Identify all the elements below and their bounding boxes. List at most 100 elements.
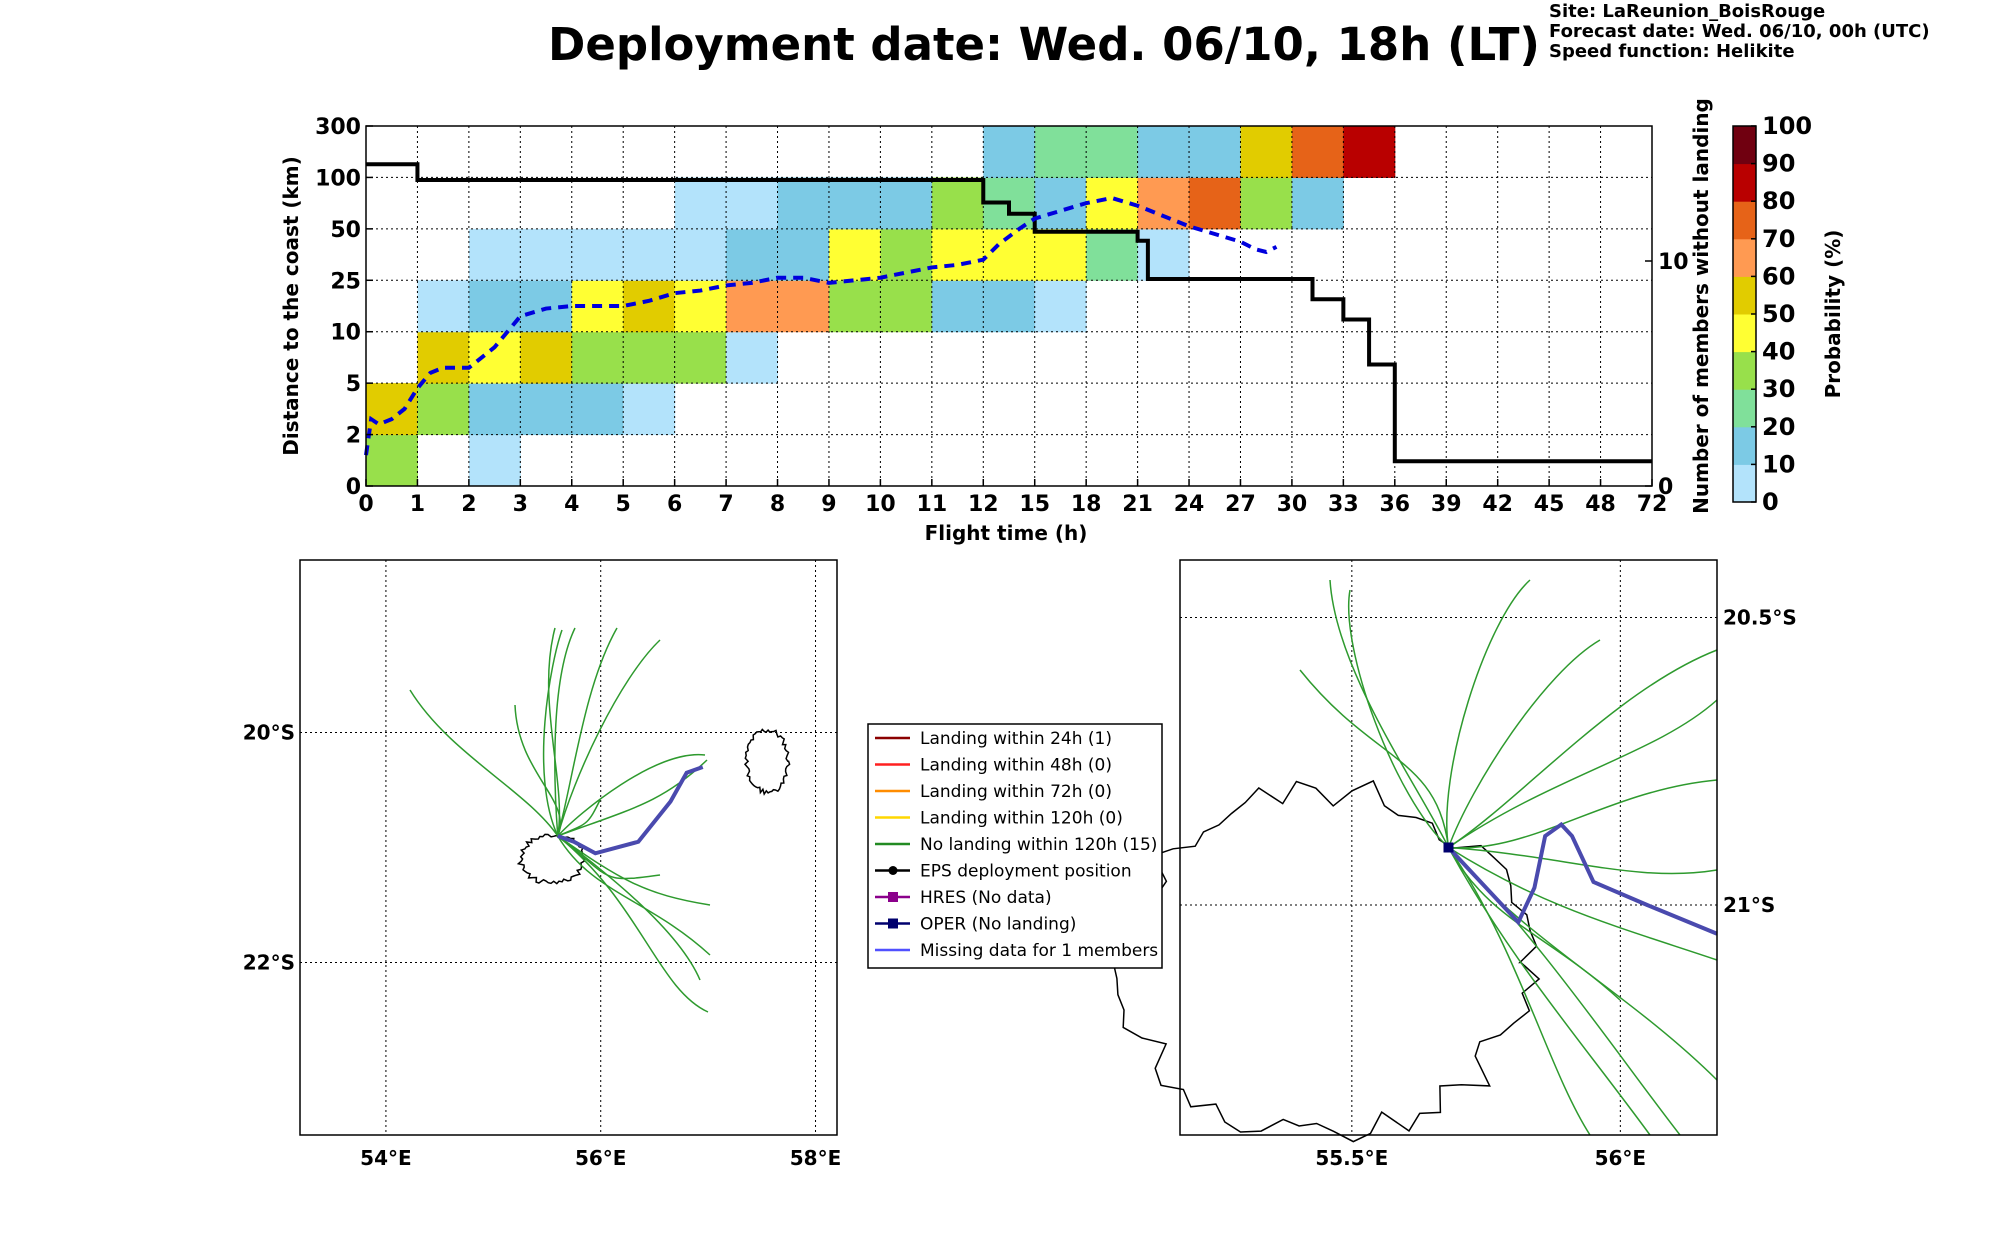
heatmap-cell — [468, 228, 521, 281]
ensemble-trajectory — [547, 627, 561, 837]
x-tick-label: 1 — [410, 492, 425, 517]
heatmap-cell — [726, 280, 779, 333]
ensemble-trajectory — [1448, 779, 1718, 849]
y-tick-label: 10 — [330, 321, 361, 346]
latitude-label: 22°S — [243, 951, 295, 975]
x-tick-label: 15 — [1019, 492, 1050, 517]
heatmap-cell — [726, 228, 779, 281]
heatmap-cell — [571, 331, 624, 384]
ensemble-trajectory — [557, 835, 711, 906]
heatmap-cell — [1034, 280, 1087, 333]
heatmap-cell — [468, 434, 521, 487]
heatmap-cell — [1034, 177, 1087, 230]
mean-distance-line — [364, 195, 1278, 456]
ensemble-trajectory — [1329, 579, 1450, 848]
x-tick-label: 48 — [1585, 492, 1616, 517]
x-tick-label: 45 — [1534, 492, 1565, 517]
colorbar-tick-label: 30 — [1762, 375, 1795, 403]
heatmap-cell — [623, 383, 676, 436]
heatmap-cell — [828, 280, 881, 333]
x-tick-label: 0 — [358, 492, 373, 517]
x-tick-label: 12 — [968, 492, 999, 517]
x-tick-label: 3 — [513, 492, 528, 517]
latitude-label: 20°S — [243, 721, 295, 745]
colorbar-tick-label: 100 — [1762, 112, 1812, 140]
legend-label: No landing within 120h (15) — [920, 835, 1157, 855]
ensemble-trajectory — [542, 629, 563, 837]
zoom-map: 55.5°E 56°E 20.5°S 21°S — [1108, 559, 1797, 1170]
ensemble-trajectory — [557, 759, 708, 837]
heatmap-cell — [983, 126, 1036, 178]
heatmap-cell — [777, 228, 830, 281]
map-frame — [1179, 559, 1718, 1136]
y2-tick-label: 0 — [1658, 475, 1673, 500]
colorbar-tick-label: 80 — [1762, 187, 1795, 215]
heatmap-cell — [366, 383, 418, 436]
ensemble-trajectory — [1447, 847, 1621, 1001]
ensemble-trajectory — [557, 835, 661, 880]
heatmap-cell — [571, 228, 624, 281]
x-tick-label: 11 — [917, 492, 948, 517]
heatmap-cell — [1291, 177, 1344, 230]
legend-label: HRES (No data) — [920, 888, 1052, 908]
colorbar-segment — [1733, 464, 1756, 503]
heatmap-cell — [468, 383, 521, 436]
heatmap-cell — [1137, 177, 1190, 230]
colorbar-tick-label: 40 — [1762, 338, 1795, 366]
colorbar-segment — [1733, 276, 1756, 315]
deployment-marker — [1443, 842, 1454, 853]
legend-marker — [888, 918, 898, 929]
speed-label: Speed function: Helikite — [1549, 41, 1795, 62]
heatmap-cell — [1034, 126, 1087, 178]
site-label: Site: LaReunion_BoisRouge — [1549, 1, 1826, 22]
heatmap-cell — [880, 228, 933, 281]
latitude-label: 21°S — [1723, 893, 1775, 917]
legend-label: EPS deployment position — [920, 862, 1132, 882]
colorbar-segment — [1733, 426, 1756, 465]
ensemble-trajectory — [1448, 649, 1718, 849]
map-frame — [299, 559, 838, 1136]
heatmap-cell — [1086, 126, 1139, 178]
colorbar-tick-label: 20 — [1762, 413, 1795, 441]
heatmap-cell — [931, 228, 984, 281]
y-tick-label: 300 — [315, 115, 361, 140]
ensemble-trajectory — [557, 627, 618, 837]
heatmap-cell — [828, 228, 881, 281]
ensemble-trajectory — [557, 639, 661, 837]
x-tick-label: 4 — [564, 492, 579, 517]
heatmap-cell — [520, 228, 573, 281]
ensemble-trajectory — [1447, 847, 1651, 1136]
heatmap-cell — [880, 177, 933, 230]
heatmap-cell — [674, 331, 727, 384]
heatmap-cell — [1086, 177, 1139, 230]
colorbar-segment — [1733, 126, 1756, 165]
y-tick-label: 50 — [330, 218, 361, 243]
ensemble-trajectory — [557, 754, 706, 837]
oper-trajectory — [1447, 821, 1718, 936]
colorbar-segment — [1733, 238, 1756, 277]
x-tick-label: 5 — [616, 492, 631, 517]
heatmap-cell — [931, 177, 984, 230]
colorbar-label: Probability (%) — [1821, 230, 1845, 399]
ensemble-trajectory — [1348, 589, 1450, 849]
heatmap-cell — [571, 383, 624, 436]
heatmap-cell — [366, 434, 418, 487]
colorbar-tick-label: 0 — [1762, 488, 1779, 516]
x-tick-label: 9 — [821, 492, 836, 517]
x-tick-label: 27 — [1225, 492, 1256, 517]
heatmap-cell — [777, 280, 830, 333]
y-tick-label: 2 — [346, 424, 361, 449]
heatmap-cell — [674, 228, 727, 281]
x-tick-label: 72 — [1637, 492, 1668, 517]
ensemble-trajectory — [1446, 579, 1531, 848]
ensemble-trajectory — [1448, 846, 1718, 875]
ensemble-trajectory — [557, 799, 601, 837]
legend-label: Landing within 72h (0) — [920, 782, 1112, 802]
heatmap-cell — [931, 280, 984, 333]
heatmap-cell — [417, 280, 470, 333]
longitude-label: 56°E — [575, 1146, 627, 1170]
legend-label: Landing within 48h (0) — [920, 756, 1112, 776]
heatmap-cell — [1189, 126, 1241, 178]
heatmap-cell — [880, 280, 933, 333]
